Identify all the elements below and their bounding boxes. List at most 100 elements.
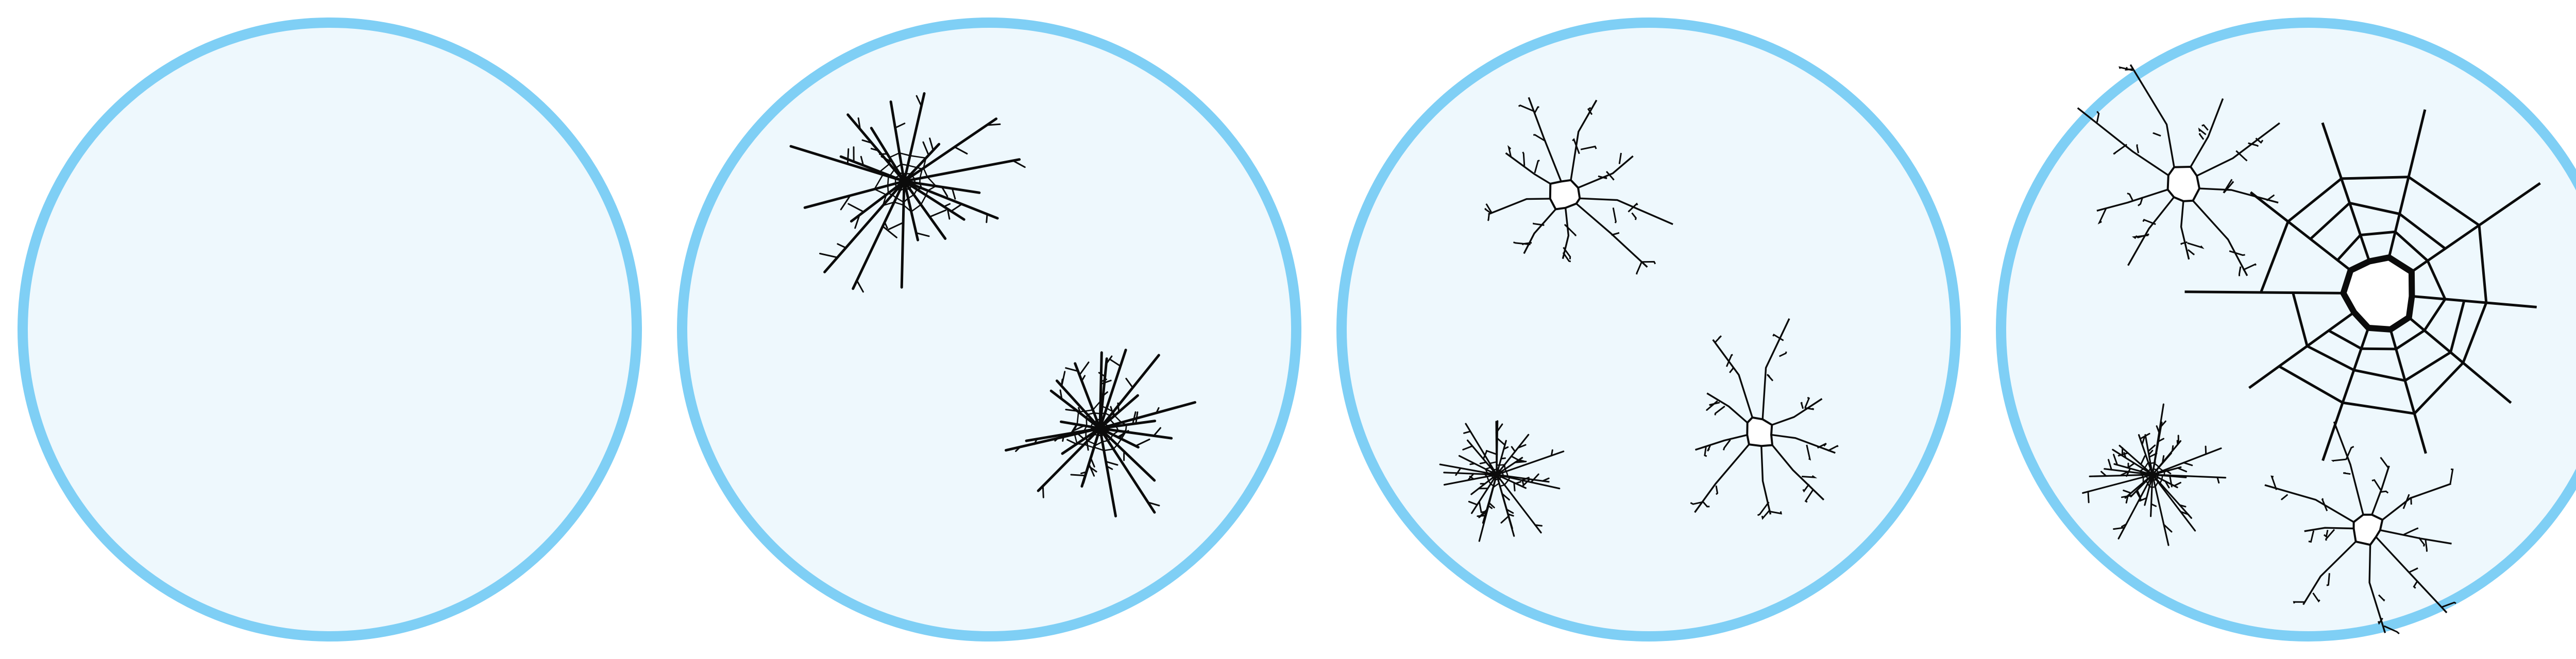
crack-barb bbox=[1534, 524, 1543, 527]
crack-ray bbox=[1496, 440, 1507, 476]
crack-web-ring bbox=[2145, 467, 2160, 481]
crack-barb bbox=[1054, 434, 1063, 442]
crack-barb bbox=[888, 221, 904, 231]
crack-barb bbox=[1761, 509, 1771, 520]
crack-web-ring bbox=[2139, 461, 2165, 489]
crack-barb bbox=[1105, 461, 1118, 466]
crack-barb bbox=[1100, 379, 1112, 385]
crack-barb bbox=[1478, 500, 1482, 513]
crack-web-ring bbox=[873, 152, 937, 213]
crack-barb bbox=[1066, 439, 1077, 445]
crack-barb bbox=[1521, 478, 1531, 488]
crack-barb bbox=[2343, 472, 2351, 475]
crack-barb bbox=[2266, 194, 2275, 201]
crack-web-ring bbox=[2394, 231, 2429, 262]
crack-web-ring bbox=[1483, 461, 1511, 490]
crack-barb bbox=[1757, 501, 1770, 516]
crack-barb bbox=[848, 203, 865, 213]
crack-barb bbox=[1503, 446, 1509, 450]
crack-barb bbox=[1572, 138, 1580, 154]
crack-barb bbox=[1469, 462, 1476, 465]
crack-barb bbox=[2325, 529, 2335, 541]
crack-barb bbox=[2403, 527, 2419, 535]
crack-web-ring bbox=[2336, 234, 2362, 261]
crack-barb bbox=[1098, 372, 1106, 377]
crack-barb bbox=[1817, 443, 1827, 449]
crack-barb bbox=[1598, 175, 1607, 180]
crack-barb bbox=[1772, 333, 1784, 341]
crack-ray bbox=[2096, 188, 2168, 212]
crack-barb bbox=[1155, 407, 1160, 414]
crack-barb bbox=[1702, 501, 1710, 508]
crack-barb bbox=[882, 226, 897, 238]
crack-web-ring bbox=[2341, 176, 2409, 180]
crack-web-ring bbox=[2260, 221, 2290, 293]
crack-barb bbox=[837, 243, 847, 249]
crack-ray bbox=[1471, 474, 1498, 514]
crack-ray bbox=[1098, 357, 1108, 430]
crack-barb bbox=[1636, 262, 1642, 275]
crack-barb bbox=[1612, 207, 1617, 223]
crack-ray bbox=[1496, 450, 1565, 476]
crack-barb bbox=[2180, 511, 2190, 515]
crack-barb bbox=[2138, 197, 2144, 206]
crack-barb bbox=[1462, 445, 1473, 450]
crack-barb bbox=[2187, 242, 2205, 249]
crack-barb bbox=[1511, 446, 1516, 453]
crack-barb bbox=[1729, 367, 1735, 373]
crack-barb bbox=[2380, 457, 2389, 469]
crack-ray bbox=[2150, 474, 2154, 517]
crack-barb bbox=[1778, 351, 1787, 357]
crack-ray bbox=[1570, 99, 1598, 181]
crack-barb bbox=[2126, 467, 2131, 477]
crack-barb bbox=[1070, 474, 1087, 477]
crack-barb bbox=[1088, 463, 1095, 477]
crack-barb bbox=[1480, 508, 1489, 516]
crack-barb bbox=[880, 155, 893, 164]
crack-ray bbox=[1098, 401, 1196, 430]
crack-barb bbox=[2409, 567, 2418, 574]
crack-barb bbox=[2125, 495, 2129, 504]
crack-barb bbox=[1125, 377, 1134, 389]
crack-barb bbox=[846, 148, 850, 165]
crack-ray bbox=[2302, 541, 2357, 605]
crack-barb bbox=[929, 137, 934, 151]
crack-ray bbox=[1025, 427, 1101, 442]
glass-panel-intact bbox=[18, 18, 642, 641]
crack-barb bbox=[1500, 515, 1510, 524]
crack-barb bbox=[854, 214, 860, 229]
crack-barb bbox=[861, 139, 873, 144]
crack-barb bbox=[1134, 438, 1150, 447]
crack-barb bbox=[1707, 445, 1711, 452]
crack-big-hole bbox=[2184, 109, 2541, 461]
crack-barb bbox=[2176, 440, 2179, 445]
crack-web-ring bbox=[2353, 369, 2405, 382]
crack-ray bbox=[2192, 200, 2248, 276]
crack-ray bbox=[1060, 420, 1101, 430]
crack-barb bbox=[1806, 444, 1811, 461]
crack-barb bbox=[1518, 105, 1535, 112]
crack-barb bbox=[943, 203, 951, 207]
crack-ray bbox=[2151, 440, 2182, 476]
crack-barb bbox=[2425, 539, 2428, 552]
crack-barb bbox=[1507, 145, 1512, 157]
crack-ray bbox=[2368, 545, 2386, 633]
crack-barb bbox=[884, 221, 888, 229]
crack-barb bbox=[2323, 529, 2329, 538]
crack-barb bbox=[2125, 66, 2133, 71]
crack-barb bbox=[1725, 354, 1733, 367]
crack-barb bbox=[1533, 222, 1545, 226]
crack-barb bbox=[2100, 471, 2107, 477]
crack-ray bbox=[1712, 339, 1753, 418]
crack-barb bbox=[951, 187, 956, 200]
crack-ray bbox=[903, 180, 965, 221]
crack-ray bbox=[1098, 349, 1127, 430]
impact-point bbox=[899, 176, 909, 186]
crack-hole bbox=[2077, 64, 2280, 276]
crack-ray bbox=[1505, 152, 1551, 185]
crack-ray bbox=[2264, 484, 2354, 523]
impact-point bbox=[2149, 472, 2156, 478]
crack-barb bbox=[2108, 459, 2112, 471]
crack-barb bbox=[1061, 371, 1066, 387]
